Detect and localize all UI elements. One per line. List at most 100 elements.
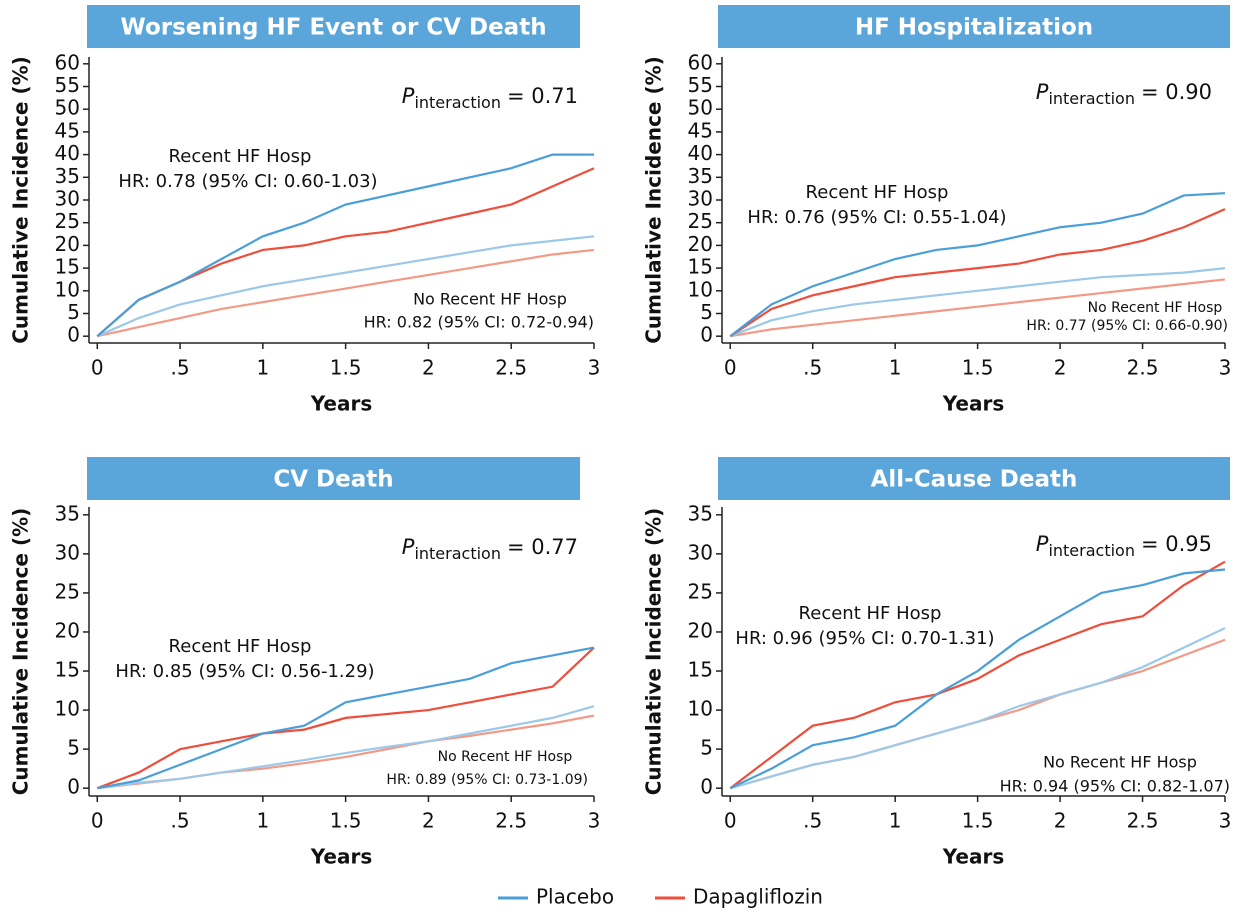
y-tick-label: 25 <box>55 209 80 233</box>
y-tick-label: 5 <box>700 300 713 324</box>
series-line <box>96 153 594 338</box>
series-line <box>729 568 1226 790</box>
y-tick-label: 45 <box>688 118 713 142</box>
y-tick-label: 50 <box>688 96 713 120</box>
y-tick-label: 10 <box>55 277 80 301</box>
annotation: HR: 0.77 (95% CI: 0.66-0.90) <box>1026 318 1228 334</box>
y-tick-label: 5 <box>67 300 80 324</box>
y-axis-title: Cumulative Incidence (%) <box>9 56 33 344</box>
x-axis-title: Years <box>942 392 1004 416</box>
title-bar <box>718 5 1230 48</box>
series-line <box>96 167 595 338</box>
y-tick-label: 0 <box>67 775 80 799</box>
y-tick-label: 0 <box>700 775 713 799</box>
annotation: No Recent HF Hosp <box>413 290 567 309</box>
p-symbol: P <box>1036 532 1049 556</box>
chart-title: CV Death <box>273 467 393 493</box>
title-bar <box>718 457 1230 500</box>
annotation: HR: 0.94 (95% CI: 0.82-1.07) <box>1000 777 1230 796</box>
p-value: = 0.71 <box>507 84 578 108</box>
annotation: Recent HF Hosp <box>169 146 312 167</box>
p-interaction: Pinteraction = 0.71 <box>402 84 578 112</box>
y-tick-label: 40 <box>55 141 80 165</box>
x-tick-label: 2 <box>422 809 435 833</box>
y-tick-label: 5 <box>67 736 80 760</box>
y-tick-label: 10 <box>55 697 80 721</box>
p-interaction: Pinteraction = 0.77 <box>402 535 578 563</box>
x-tick-label: 0 <box>91 809 104 833</box>
y-tick-label: 35 <box>55 164 80 188</box>
p-interaction: Pinteraction = 0.95 <box>1036 532 1212 560</box>
x-axis-title: Years <box>310 845 372 869</box>
x-tick-label: 1.5 <box>330 809 362 833</box>
x-axis-title: Years <box>942 845 1004 869</box>
x-tick-label: 3 <box>588 809 601 833</box>
annotation: HR: 0.78 (95% CI: 0.60-1.03) <box>118 171 377 192</box>
y-tick-label: 0 <box>67 323 80 347</box>
y-tick-label: 0 <box>700 323 713 347</box>
y-tick-label: 15 <box>688 255 713 279</box>
y-axis-title: Cumulative Incidence (%) <box>642 56 666 344</box>
x-tick-label: 2 <box>422 356 435 380</box>
annotation: HR: 0.76 (95% CI: 0.55-1.04) <box>747 207 1006 228</box>
title-bar <box>87 5 580 48</box>
y-tick-label: 20 <box>55 618 80 642</box>
p-symbol: P <box>402 535 415 559</box>
series-line <box>729 560 1226 790</box>
x-tick-label: .5 <box>803 356 822 380</box>
p-subscript: interaction <box>1048 541 1135 560</box>
y-axis-title: Cumulative Incidence (%) <box>642 508 666 796</box>
annotation: HR: 0.82 (95% CI: 0.72-0.94) <box>364 313 594 332</box>
series-line <box>729 627 1226 790</box>
series-line <box>97 248 595 338</box>
p-subscript: interaction <box>414 544 501 563</box>
p-value: = 0.90 <box>1141 80 1212 104</box>
x-tick-label: 1 <box>256 356 269 380</box>
y-tick-label: 15 <box>55 255 80 279</box>
y-tick-label: 25 <box>55 579 80 603</box>
p-value: = 0.77 <box>507 535 578 559</box>
y-tick-label: 25 <box>688 209 713 233</box>
x-tick-label: 3 <box>588 356 601 380</box>
p-symbol: P <box>1036 80 1049 104</box>
x-tick-label: 1 <box>889 809 902 833</box>
y-tick-label: 10 <box>688 697 713 721</box>
series-line <box>97 646 595 790</box>
annotation: No Recent HF Hosp <box>1088 300 1223 316</box>
annotation: HR: 0.89 (95% CI: 0.73-1.09) <box>386 772 588 788</box>
series-line <box>730 278 1226 338</box>
y-tick-label: 15 <box>55 658 80 682</box>
annotation: Recent HF Hosp <box>806 182 949 203</box>
chart-title: HF Hospitalization <box>855 15 1093 41</box>
y-tick-label: 10 <box>688 277 713 301</box>
p-value: = 0.95 <box>1141 532 1212 556</box>
y-tick-label: 30 <box>688 187 713 211</box>
x-tick-label: 3 <box>1219 356 1232 380</box>
series-line <box>97 705 595 790</box>
x-tick-label: 1 <box>256 809 269 833</box>
y-tick-label: 35 <box>55 501 80 525</box>
x-tick-label: 1 <box>889 356 902 380</box>
chart-title: All-Cause Death <box>871 467 1078 493</box>
x-tick-label: 1.5 <box>330 356 362 380</box>
annotation: Recent HF Hosp <box>169 636 312 657</box>
series-line <box>96 235 595 338</box>
x-tick-label: .5 <box>171 356 190 380</box>
y-tick-label: 20 <box>688 618 713 642</box>
y-tick-label: 25 <box>688 579 713 603</box>
y-tick-label: 60 <box>688 50 713 74</box>
y-tick-label: 40 <box>688 141 713 165</box>
x-tick-label: 0 <box>91 356 104 380</box>
y-tick-label: 20 <box>55 232 80 256</box>
x-tick-label: 2.5 <box>495 356 527 380</box>
x-tick-label: 2.5 <box>1127 356 1159 380</box>
x-tick-label: 2.5 <box>495 809 527 833</box>
y-tick-label: 35 <box>688 501 713 525</box>
x-tick-label: .5 <box>171 809 190 833</box>
y-tick-label: 30 <box>688 540 713 564</box>
series-line <box>729 192 1226 338</box>
x-tick-label: 0 <box>724 356 737 380</box>
annotation: Recent HF Hosp <box>799 603 942 624</box>
